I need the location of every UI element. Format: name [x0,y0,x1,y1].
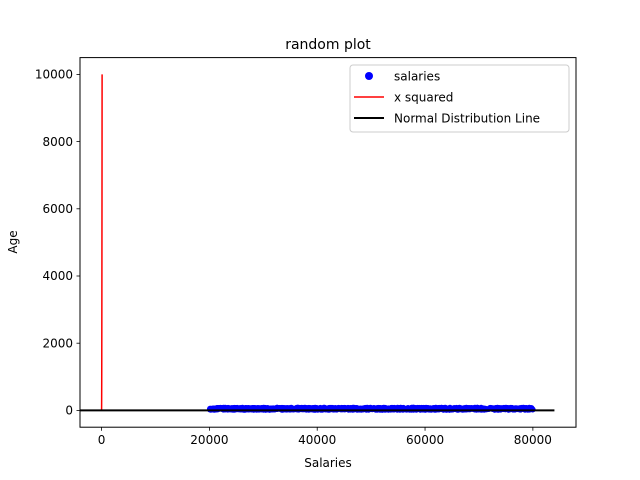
x-axis: 0 20000 40000 60000 80000 [98,427,552,447]
legend-label: x squared [394,91,453,105]
plot-marks [80,74,555,413]
legend-label: Normal Distribution Line [394,112,540,126]
plot-area [80,74,555,413]
axes-frame [79,57,577,428]
y-tick-label: 8000 [42,135,73,149]
salaries-point [436,406,443,413]
x-tick-label: 80000 [514,433,552,447]
y-tick-label: 2000 [42,336,73,350]
chart-title: random plot [285,37,371,53]
x-tick-label: 60000 [406,433,444,447]
x-tick-label: 20000 [190,433,228,447]
y-axis: 0 2000 4000 6000 8000 10000 [35,68,80,418]
x-tick-label: 0 [98,433,106,447]
legend-box [349,64,570,133]
series-salaries [206,404,536,413]
y-axis-label: Age [6,230,20,253]
legend-marker-salaries [365,72,373,80]
y-tick-label: 4000 [42,269,73,283]
legend-label: salaries [394,70,440,84]
y-tick-label: 6000 [42,202,73,216]
y-tick-label: 0 [65,404,73,418]
series-line-x-squared [100,74,103,411]
x-tick-label: 40000 [298,433,336,447]
legend: salaries x squared Normal Distribution Lin… [349,64,570,133]
x-axis-label: Salaries [304,456,352,470]
salaries-point [350,404,357,411]
salaries-point [358,406,365,413]
y-tick-label: 10000 [35,68,73,82]
